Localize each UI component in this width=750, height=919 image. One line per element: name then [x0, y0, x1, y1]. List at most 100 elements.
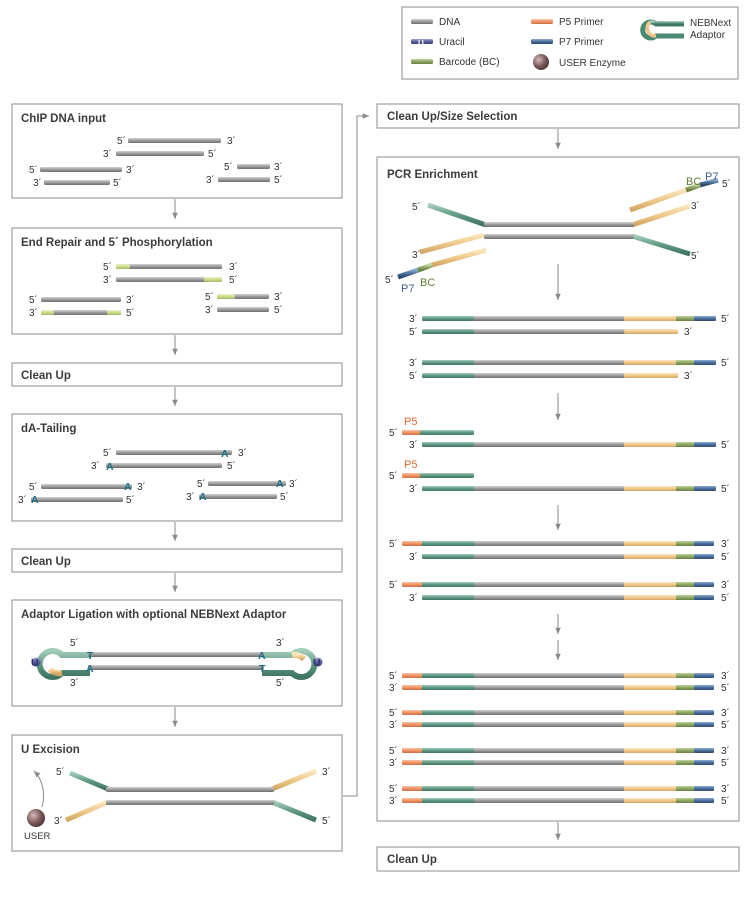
end-label: 5´: [721, 592, 730, 604]
end-label: 5´: [208, 148, 217, 160]
end-label: 3´: [721, 670, 730, 682]
dna-strand: [217, 307, 269, 312]
a-overhang: A: [31, 494, 39, 506]
end-label: 3´: [721, 579, 730, 591]
end-label: 3´: [206, 174, 215, 186]
a-overhang: A: [221, 448, 229, 460]
p7-label: P7: [401, 283, 414, 295]
step-title: Clean Up: [387, 854, 437, 866]
legend-p7-label: P7 Primer: [559, 37, 604, 48]
end-label: 3´: [409, 439, 418, 451]
end-label: 5´: [721, 483, 730, 495]
barcode-segment: [417, 262, 433, 273]
phosphorylated-end: [107, 310, 121, 315]
end-label: 5´: [126, 494, 135, 506]
end-label: 5´: [691, 250, 700, 262]
end-label: 5´: [29, 294, 38, 306]
legend-uracil-symbol: U: [418, 39, 424, 48]
dna-strand: [208, 481, 286, 486]
legend-p5-swatch: [531, 19, 553, 24]
end-label: 3´: [389, 719, 398, 731]
da-tailing-fragments: A A 5´ 3´ 3´ 5´ A A 5´ 3´ 3´ 5´ A A 5´ 3…: [18, 447, 298, 506]
end-label: 3´: [409, 483, 418, 495]
end-label: 5´: [205, 291, 214, 303]
legend-p5-label: P5 Primer: [559, 17, 604, 28]
adaptor-arm: [65, 799, 109, 823]
adaptor-arm: [631, 233, 691, 257]
uracil-label: U: [313, 657, 321, 669]
step-title: ChIP DNA input: [21, 113, 106, 125]
end-label: 5´: [721, 313, 730, 325]
pcr-primer-annealing: BC P7 5´ 3´ 5´ 3´ 5´ 5´ P7 BC: [385, 171, 731, 295]
end-label: 5´: [274, 174, 283, 186]
phosphorylated-end: [41, 310, 54, 315]
legend-barcode-swatch: [411, 59, 433, 64]
step-title: dA-Tailing: [21, 423, 76, 435]
end-label: 5´: [722, 178, 731, 190]
step-title: U Excision: [21, 744, 80, 756]
end-label: 3´: [103, 148, 112, 160]
end-label: 3´: [409, 357, 418, 369]
step-title: Clean Up: [21, 556, 71, 568]
adaptor-arm: [69, 770, 109, 792]
end-label: 3´: [684, 326, 693, 338]
end-label: 3´: [18, 494, 27, 506]
end-label: 5´: [389, 745, 398, 757]
end-label: 5´: [56, 766, 65, 778]
dna-strand: [484, 234, 634, 239]
legend-barcode-label: Barcode (BC): [439, 57, 500, 68]
end-label: 5´: [385, 274, 394, 286]
dna-strand: [237, 164, 270, 169]
step-clean-up-1: Clean Up: [11, 362, 343, 387]
end-label: 3´: [721, 745, 730, 757]
adaptor-arm: [631, 203, 691, 228]
adaptor-ligation-construct: T A A T U U 5´ 3´ 3´ 5´: [31, 637, 323, 689]
step-size-selection: Clean Up/Size Selection: [376, 103, 740, 129]
end-label: 5´: [721, 682, 730, 694]
end-label: 5´: [389, 538, 398, 550]
adaptor-arm: [427, 202, 487, 228]
end-label: 5´: [389, 579, 398, 591]
end-label: 3´: [409, 551, 418, 563]
end-label: 3´: [412, 249, 421, 261]
end-label: 5´: [227, 460, 236, 472]
excision-arrow: [33, 770, 45, 808]
end-label: 3´: [186, 491, 195, 503]
p5-label: P5: [404, 416, 417, 428]
dna-strand: [116, 450, 232, 455]
legend: DNA U Uracil Barcode (BC) P5 Primer P7 P…: [401, 6, 739, 80]
dna-strand: [106, 800, 274, 805]
end-label: 3´: [409, 592, 418, 604]
end-label: 3´: [91, 460, 100, 472]
pcr-second-extension: 5´ 3´ 3´ 5´ 5´ 3´ 3´ 5´: [389, 538, 730, 604]
end-label: 5´: [29, 164, 38, 176]
end-label: 3´: [126, 164, 135, 176]
legend-adaptor-label-2: Adaptor: [690, 30, 726, 41]
a-overhang: A: [106, 461, 114, 473]
end-label: 5´: [29, 481, 38, 493]
step-title: Clean Up: [21, 370, 71, 382]
end-label: 3´: [276, 637, 285, 649]
a-overhang: A: [276, 478, 284, 490]
end-label: 3´: [126, 294, 135, 306]
end-label: 3´: [389, 795, 398, 807]
dna-strand: [41, 297, 121, 302]
dna-strand: [106, 463, 222, 468]
end-label: 5´: [409, 326, 418, 338]
user-enzyme-icon: [27, 809, 45, 827]
a-overhang: A: [258, 650, 266, 662]
end-label: 5´: [721, 439, 730, 451]
dna-strand: [41, 310, 121, 315]
end-label: 5´: [389, 470, 398, 482]
bc-label: BC: [420, 277, 435, 289]
pcr-duplex: 5´ 3´ 3´ 5´: [389, 783, 730, 807]
phosphorylated-end: [204, 277, 222, 282]
pcr-duplex: 5´ 3´ 3´ 5´: [389, 670, 730, 694]
pcr-p5-annealing: P5 5´ 3´ 5´ P5 5´ 3´ 5´: [389, 416, 730, 495]
user-enzyme-label: USER: [24, 831, 51, 842]
pcr-duplex: 5´ 3´ 3´ 5´: [389, 707, 730, 731]
pcr-primer: [431, 247, 487, 268]
legend-dna-label: DNA: [439, 17, 460, 28]
step-clean-up-2: Clean Up: [11, 548, 343, 573]
dna-strand: [116, 151, 204, 156]
